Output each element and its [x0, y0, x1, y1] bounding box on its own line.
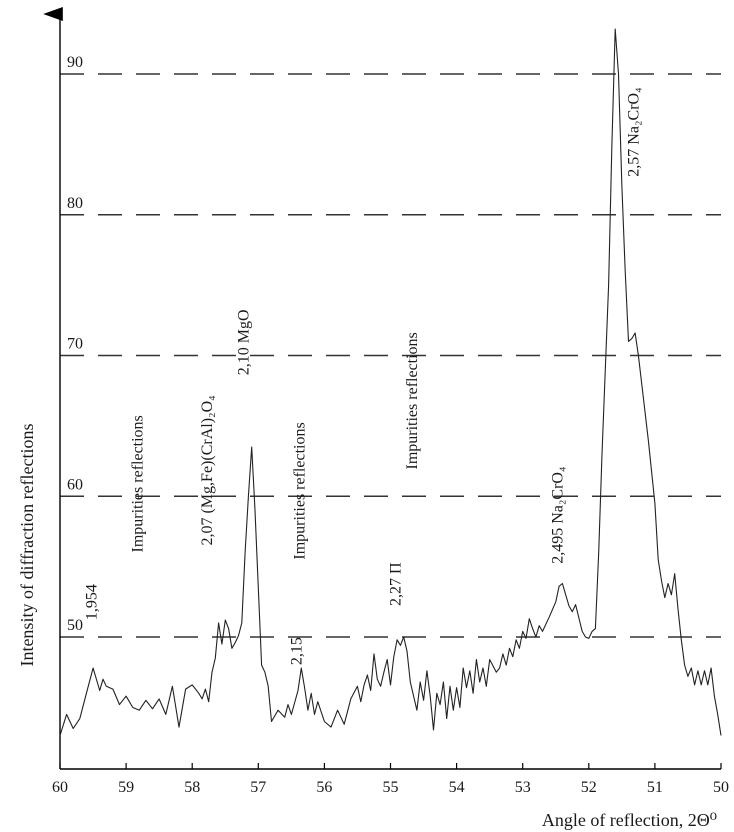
x-tick-label-53: 53: [515, 779, 531, 796]
x-tick-label-51: 51: [647, 779, 663, 796]
x-tick-label-58: 58: [184, 779, 200, 796]
gridline-label-90: 90: [67, 54, 83, 71]
x-tick-label-56: 56: [316, 779, 332, 796]
x-axis-title: Angle of reflection, 2Θ⁰: [542, 810, 717, 830]
gridline-label-80: 80: [67, 195, 83, 212]
ann-257: 2,57 Na₂CrO₄: [625, 87, 642, 177]
series-layer: [59, 28, 722, 736]
axes: [43, 7, 722, 770]
ann-207: 2,07 (Mg,Fe)(CrAl)₂O₄: [199, 395, 216, 546]
ann-227: 2,27 П: [387, 562, 404, 606]
ann-210: 2,10 MgO: [235, 309, 252, 375]
ann-impurities-3: Impurities reflections: [404, 332, 421, 469]
ann-impurities-2: Impurities reflections: [292, 422, 309, 559]
ann-impurities-1: Impurities reflections: [130, 415, 147, 552]
ann-1954: 1,954: [83, 584, 100, 620]
gridline-label-70: 70: [67, 336, 83, 353]
x-tick-label-54: 54: [449, 779, 465, 796]
gridlines: [60, 73, 721, 638]
gridline-label-50: 50: [67, 617, 83, 634]
series-line: [59, 28, 722, 736]
y-axis-title: Intensity of diffraction reflections: [17, 423, 37, 666]
x-tick-label-57: 57: [250, 779, 266, 796]
ann-2495: 2,495 Na₂CrO₄: [549, 466, 566, 564]
ann-215: 2,15: [288, 637, 305, 665]
x-tick-label-60: 60: [52, 779, 68, 796]
x-tick-label-50: 50: [713, 779, 729, 796]
x-tick-label-55: 55: [383, 779, 399, 796]
x-tick-label-59: 59: [118, 779, 134, 796]
gridline-label-60: 60: [67, 476, 83, 493]
x-tick-label-52: 52: [581, 779, 597, 796]
